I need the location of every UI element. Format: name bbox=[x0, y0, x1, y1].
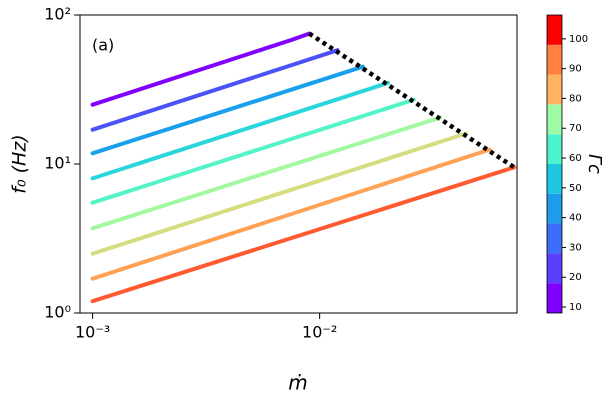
colorbar-tick-label: 90 bbox=[569, 64, 582, 75]
line bbox=[90, 80, 390, 181]
colorbar-bin bbox=[547, 193, 562, 224]
y-axis-label: f₀ (Hz) bbox=[9, 134, 31, 193]
y-tick-label: 10² bbox=[44, 5, 71, 24]
colorbar-tick-label: 80 bbox=[569, 93, 582, 104]
colorbar-bin bbox=[547, 164, 562, 194]
line bbox=[90, 97, 416, 205]
colorbar-tick-label: 40 bbox=[569, 213, 582, 224]
line bbox=[90, 31, 312, 107]
colorbar-bin bbox=[547, 134, 562, 164]
annotation: (a) bbox=[92, 36, 114, 55]
colorbar-frame bbox=[546, 14, 563, 314]
colorbar-bin bbox=[547, 44, 562, 75]
line bbox=[90, 115, 443, 231]
colorbar-bin bbox=[547, 253, 562, 284]
colorbar-bin bbox=[547, 74, 562, 105]
colorbar-label: Γc bbox=[584, 154, 605, 174]
colorbar-bin bbox=[547, 223, 562, 254]
line bbox=[90, 64, 365, 156]
line bbox=[90, 147, 492, 281]
colorbar-tick-label: 20 bbox=[569, 272, 582, 283]
colorbar-bin bbox=[547, 104, 562, 135]
colorbar-tick-label: 100 bbox=[569, 34, 588, 45]
colorbar-tick-label: 50 bbox=[569, 183, 582, 194]
line bbox=[90, 165, 517, 304]
colorbar-bin bbox=[547, 15, 562, 45]
y-tick-label: 10⁰ bbox=[44, 303, 71, 322]
colorbar-tick-label: 60 bbox=[569, 153, 582, 164]
x-axis-label: ṁ bbox=[288, 371, 307, 395]
colorbar-bin bbox=[547, 283, 562, 313]
line bbox=[90, 131, 468, 256]
x-tick-label: 10⁻³ bbox=[75, 323, 110, 342]
x-tick-label: 10⁻² bbox=[302, 323, 337, 342]
colorbar-tick-label: 70 bbox=[569, 123, 582, 134]
boundary-line bbox=[308, 31, 516, 170]
colorbar-tick-label: 30 bbox=[569, 242, 582, 253]
colorbar-tick-label: 10 bbox=[569, 302, 582, 313]
line bbox=[90, 48, 340, 132]
y-tick-label: 10¹ bbox=[44, 154, 71, 173]
